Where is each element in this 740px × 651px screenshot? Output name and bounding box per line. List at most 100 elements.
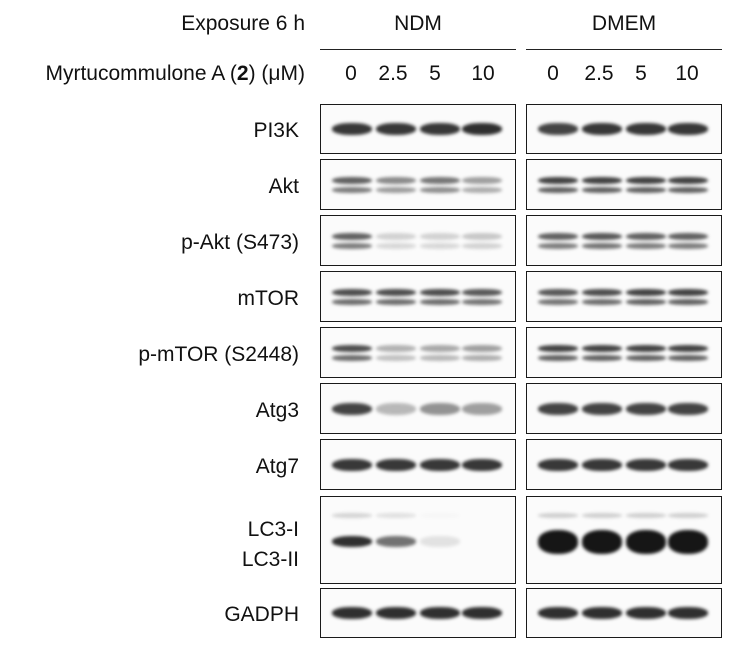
blot-dmem-akt — [526, 159, 722, 210]
blot-band — [582, 243, 622, 250]
blot-band — [376, 243, 416, 250]
blot-ndm-mtor — [320, 271, 516, 322]
compound-prefix: Myrtucommulone A ( — [45, 62, 237, 85]
blot-band — [462, 458, 502, 471]
blot-dmem-p-akt — [526, 215, 722, 266]
blot-band — [582, 187, 622, 194]
blot-dmem-atg7 — [526, 439, 722, 490]
ndm-bracket-line — [320, 49, 516, 50]
blot-band — [420, 233, 460, 241]
row-label-lc3-ii: LC3-II — [241, 548, 299, 571]
dose-dmem-4: 10 — [675, 62, 699, 85]
blot-band — [538, 345, 578, 353]
blot-band — [668, 458, 708, 471]
blot-band — [582, 458, 622, 471]
blot-band — [582, 177, 622, 185]
blot-band — [462, 233, 502, 241]
blot-band — [626, 607, 666, 619]
blot-band — [538, 529, 578, 554]
blot-band — [376, 513, 416, 519]
blot-band — [376, 536, 416, 548]
blot-band — [668, 345, 708, 353]
blot-band — [582, 345, 622, 353]
blot-band — [420, 345, 460, 353]
blot-band — [668, 123, 708, 135]
blot-band — [668, 187, 708, 194]
blot-band — [626, 458, 666, 471]
blot-band — [462, 187, 502, 194]
compound-suffix: ) (μM) — [248, 62, 305, 85]
blot-dmem-atg3 — [526, 383, 722, 434]
blot-band — [538, 355, 578, 362]
row-label-mtor: mTOR — [237, 287, 299, 310]
blot-band — [420, 177, 460, 185]
row-label-p-mtor: p-mTOR (S2448) — [138, 343, 299, 366]
blot-band — [332, 536, 372, 548]
blot-band — [626, 233, 666, 241]
dose-ndm-2: 2.5 — [378, 62, 408, 85]
blot-band — [420, 299, 460, 306]
dose-dmem-2: 2.5 — [584, 62, 614, 85]
blot-band — [462, 243, 502, 250]
blot-band — [582, 607, 622, 619]
blot-band — [420, 607, 460, 619]
blot-band — [332, 289, 372, 297]
row-label-akt: Akt — [268, 175, 299, 198]
condition-dmem-label: DMEM — [591, 12, 657, 35]
blot-band — [626, 529, 666, 554]
blot-band — [420, 187, 460, 194]
blot-band — [462, 345, 502, 353]
blot-ndm-gadph — [320, 588, 516, 638]
blot-band — [332, 513, 372, 519]
blot-dmem-mtor — [526, 271, 722, 322]
blot-band — [538, 513, 578, 519]
blot-band — [332, 243, 372, 250]
blot-band — [668, 289, 708, 297]
blot-band — [462, 607, 502, 619]
blot-dmem-lc3 — [526, 496, 722, 584]
blot-band — [420, 513, 460, 518]
row-label-atg7: Atg7 — [255, 455, 299, 478]
blot-band — [668, 177, 708, 185]
blot-band — [538, 299, 578, 306]
row-label-gadph: GADPH — [224, 603, 299, 626]
blot-ndm-lc3 — [320, 496, 516, 584]
blot-band — [582, 289, 622, 297]
dose-ndm-4: 10 — [471, 62, 495, 85]
blot-band — [376, 355, 416, 362]
blot-dmem-gadph — [526, 588, 722, 638]
blot-band — [668, 513, 708, 519]
blot-band — [420, 289, 460, 297]
blot-band — [420, 123, 460, 135]
blot-band — [668, 299, 708, 306]
blot-ndm-atg7 — [320, 439, 516, 490]
blot-band — [376, 187, 416, 194]
blot-band — [626, 187, 666, 194]
blot-band — [538, 187, 578, 194]
blot-band — [582, 513, 622, 519]
blot-band — [332, 402, 372, 415]
blot-band — [376, 123, 416, 135]
blot-band — [420, 355, 460, 362]
blot-band — [462, 123, 502, 135]
blot-dmem-p-mtor — [526, 327, 722, 378]
blot-band — [626, 355, 666, 362]
blot-band — [538, 177, 578, 185]
blot-band — [582, 233, 622, 241]
blot-band — [332, 187, 372, 194]
blot-band — [538, 402, 578, 415]
row-label-pi3k: PI3K — [253, 119, 299, 142]
blot-band — [668, 355, 708, 362]
row-label-atg3: Atg3 — [255, 399, 299, 422]
blot-band — [538, 243, 578, 250]
blot-band — [626, 299, 666, 306]
blot-band — [332, 607, 372, 619]
blot-band — [332, 345, 372, 353]
blot-band — [626, 243, 666, 250]
blot-band — [420, 402, 460, 415]
blot-band — [420, 536, 460, 548]
blot-ndm-akt — [320, 159, 516, 210]
blot-band — [626, 402, 666, 415]
exposure-label: Exposure 6 h — [181, 12, 305, 35]
